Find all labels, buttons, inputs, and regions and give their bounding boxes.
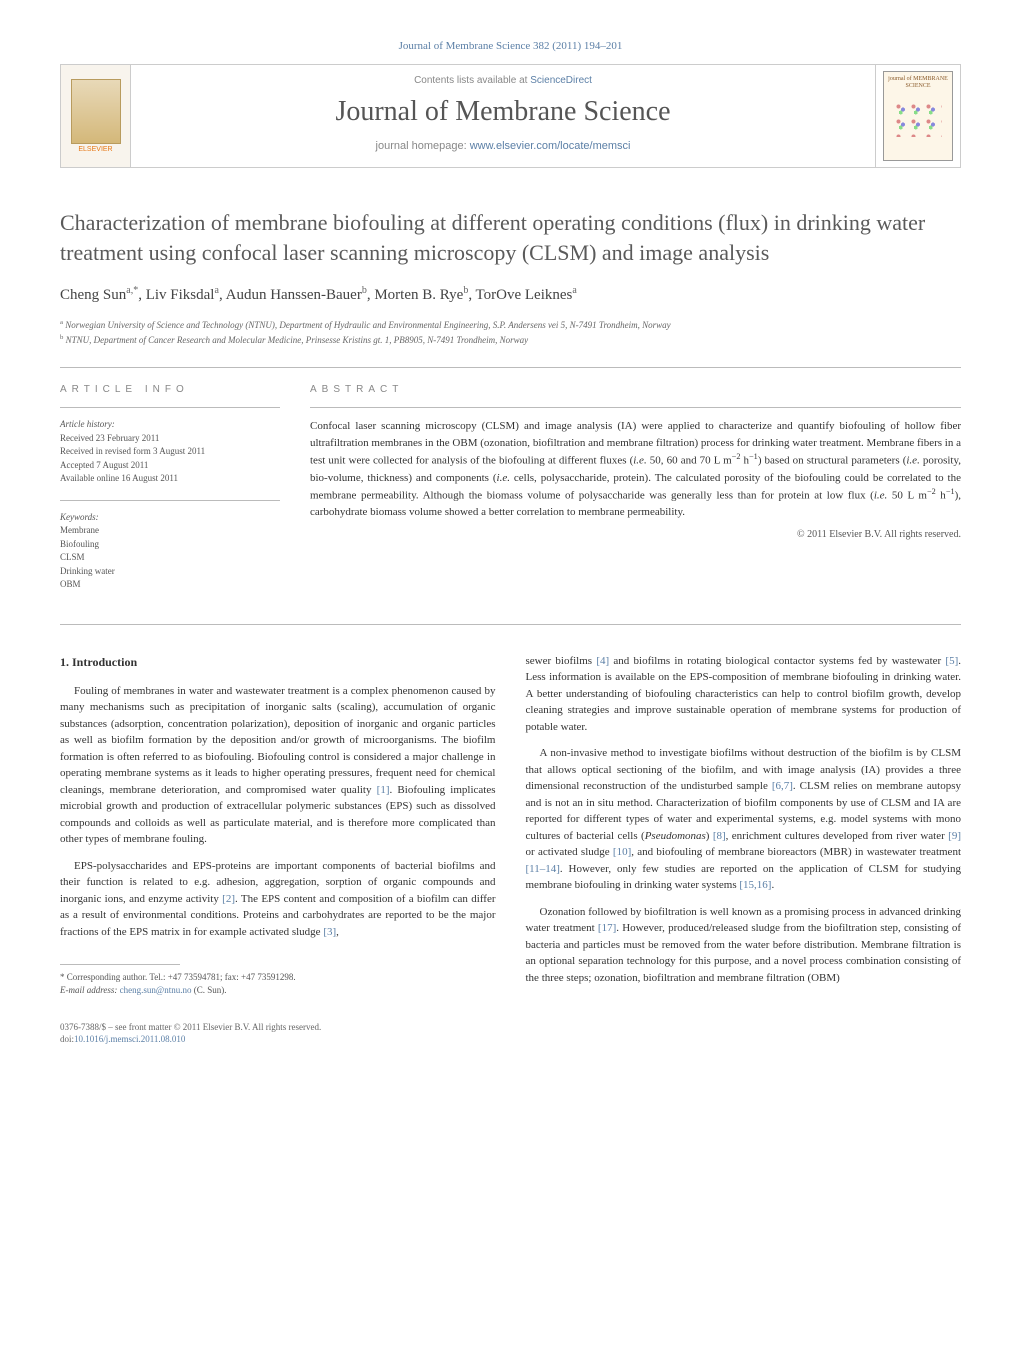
citation-header: Journal of Membrane Science 382 (2011) 1… <box>60 40 961 52</box>
journal-header-box: ELSEVIER Contents lists available at Sci… <box>60 64 961 168</box>
history-online: Available online 16 August 2011 <box>60 472 280 486</box>
authors-line: Cheng Suna,*, Liv Fiksdala, Audun Hansse… <box>60 285 961 304</box>
keywords-divider <box>60 500 280 501</box>
email-label: E-mail address: <box>60 985 117 995</box>
body-paragraph: sewer biofilms [4] and biofilms in rotat… <box>526 653 962 736</box>
history-revised: Received in revised form 3 August 2011 <box>60 445 280 459</box>
doi-link[interactable]: 10.1016/j.memsci.2011.08.010 <box>74 1034 185 1044</box>
keyword-item: CLSM <box>60 551 280 565</box>
corresponding-footnote: * Corresponding author. Tel.: +47 735947… <box>60 971 496 996</box>
email-suffix: (C. Sun). <box>194 985 227 995</box>
article-info-column: ARTICLE INFO Article history: Received 2… <box>60 384 280 606</box>
doi-prefix: doi: <box>60 1034 74 1044</box>
homepage-prefix: journal homepage: <box>376 140 470 152</box>
cover-graphic-icon <box>894 102 942 137</box>
article-history-block: Article history: Received 23 February 20… <box>60 418 280 486</box>
body-paragraph: Fouling of membranes in water and wastew… <box>60 683 496 848</box>
elsevier-logo: ELSEVIER <box>71 79 121 153</box>
footer-copyright-line: 0376-7388/$ – see front matter © 2011 El… <box>60 1021 961 1034</box>
section-heading-intro: 1. Introduction <box>60 653 496 671</box>
affiliations: a Norwegian University of Science and Te… <box>60 318 961 347</box>
body-columns: 1. Introduction Fouling of membranes in … <box>60 653 961 997</box>
abstract-text: Confocal laser scanning microscopy (CLSM… <box>310 418 961 520</box>
divider-top <box>60 367 961 368</box>
affiliation-b: b NTNU, Department of Cancer Research an… <box>60 333 961 348</box>
keywords-block: Keywords: Membrane Biofouling CLSM Drink… <box>60 511 280 592</box>
publisher-logo-cell: ELSEVIER <box>61 65 131 167</box>
page-footer: 0376-7388/$ – see front matter © 2011 El… <box>60 1021 961 1046</box>
article-info-heading: ARTICLE INFO <box>60 384 280 395</box>
cover-title-text: journal of MEMBRANE SCIENCE <box>884 72 952 94</box>
keywords-label: Keywords: <box>60 511 280 525</box>
homepage-line: journal homepage: www.elsevier.com/locat… <box>131 140 875 152</box>
keyword-item: Drinking water <box>60 565 280 579</box>
divider-bottom <box>60 624 961 625</box>
footnote-divider <box>60 964 180 965</box>
keyword-item: Biofouling <box>60 538 280 552</box>
body-paragraph: A non-invasive method to investigate bio… <box>526 745 962 894</box>
article-title: Characterization of membrane biofouling … <box>60 208 961 267</box>
page-root: Journal of Membrane Science 382 (2011) 1… <box>0 0 1021 1086</box>
history-accepted: Accepted 7 August 2011 <box>60 459 280 473</box>
contents-line: Contents lists available at ScienceDirec… <box>131 75 875 86</box>
keyword-item: Membrane <box>60 524 280 538</box>
body-paragraph: EPS-polysaccharides and EPS-proteins are… <box>60 858 496 941</box>
abstract-divider <box>310 407 961 408</box>
affiliation-a: a Norwegian University of Science and Te… <box>60 318 961 333</box>
keyword-item: OBM <box>60 578 280 592</box>
history-received: Received 23 February 2011 <box>60 432 280 446</box>
abstract-copyright: © 2011 Elsevier B.V. All rights reserved… <box>310 529 961 540</box>
history-label: Article history: <box>60 418 280 432</box>
abstract-heading: ABSTRACT <box>310 384 961 395</box>
journal-title: Journal of Membrane Science <box>131 96 875 128</box>
elsevier-tree-icon <box>71 79 121 144</box>
body-column-left: 1. Introduction Fouling of membranes in … <box>60 653 496 997</box>
corresponding-line: * Corresponding author. Tel.: +47 735947… <box>60 971 496 984</box>
email-line: E-mail address: cheng.sun@ntnu.no (C. Su… <box>60 984 496 997</box>
info-abstract-row: ARTICLE INFO Article history: Received 2… <box>60 384 961 606</box>
info-divider <box>60 407 280 408</box>
footer-doi-line: doi:10.1016/j.memsci.2011.08.010 <box>60 1033 961 1046</box>
body-column-right: sewer biofilms [4] and biofilms in rotat… <box>526 653 962 997</box>
corresponding-email-link[interactable]: cheng.sun@ntnu.no <box>120 985 192 995</box>
sciencedirect-link[interactable]: ScienceDirect <box>530 75 592 86</box>
abstract-column: ABSTRACT Confocal laser scanning microsc… <box>310 384 961 606</box>
homepage-link[interactable]: www.elsevier.com/locate/memsci <box>470 140 631 152</box>
journal-cover-thumbnail: journal of MEMBRANE SCIENCE <box>883 71 953 161</box>
journal-cover-cell: journal of MEMBRANE SCIENCE <box>875 65 960 167</box>
header-center: Contents lists available at ScienceDirec… <box>131 65 875 167</box>
contents-prefix: Contents lists available at <box>414 75 530 86</box>
publisher-label: ELSEVIER <box>71 146 121 153</box>
body-paragraph: Ozonation followed by biofiltration is w… <box>526 904 962 987</box>
